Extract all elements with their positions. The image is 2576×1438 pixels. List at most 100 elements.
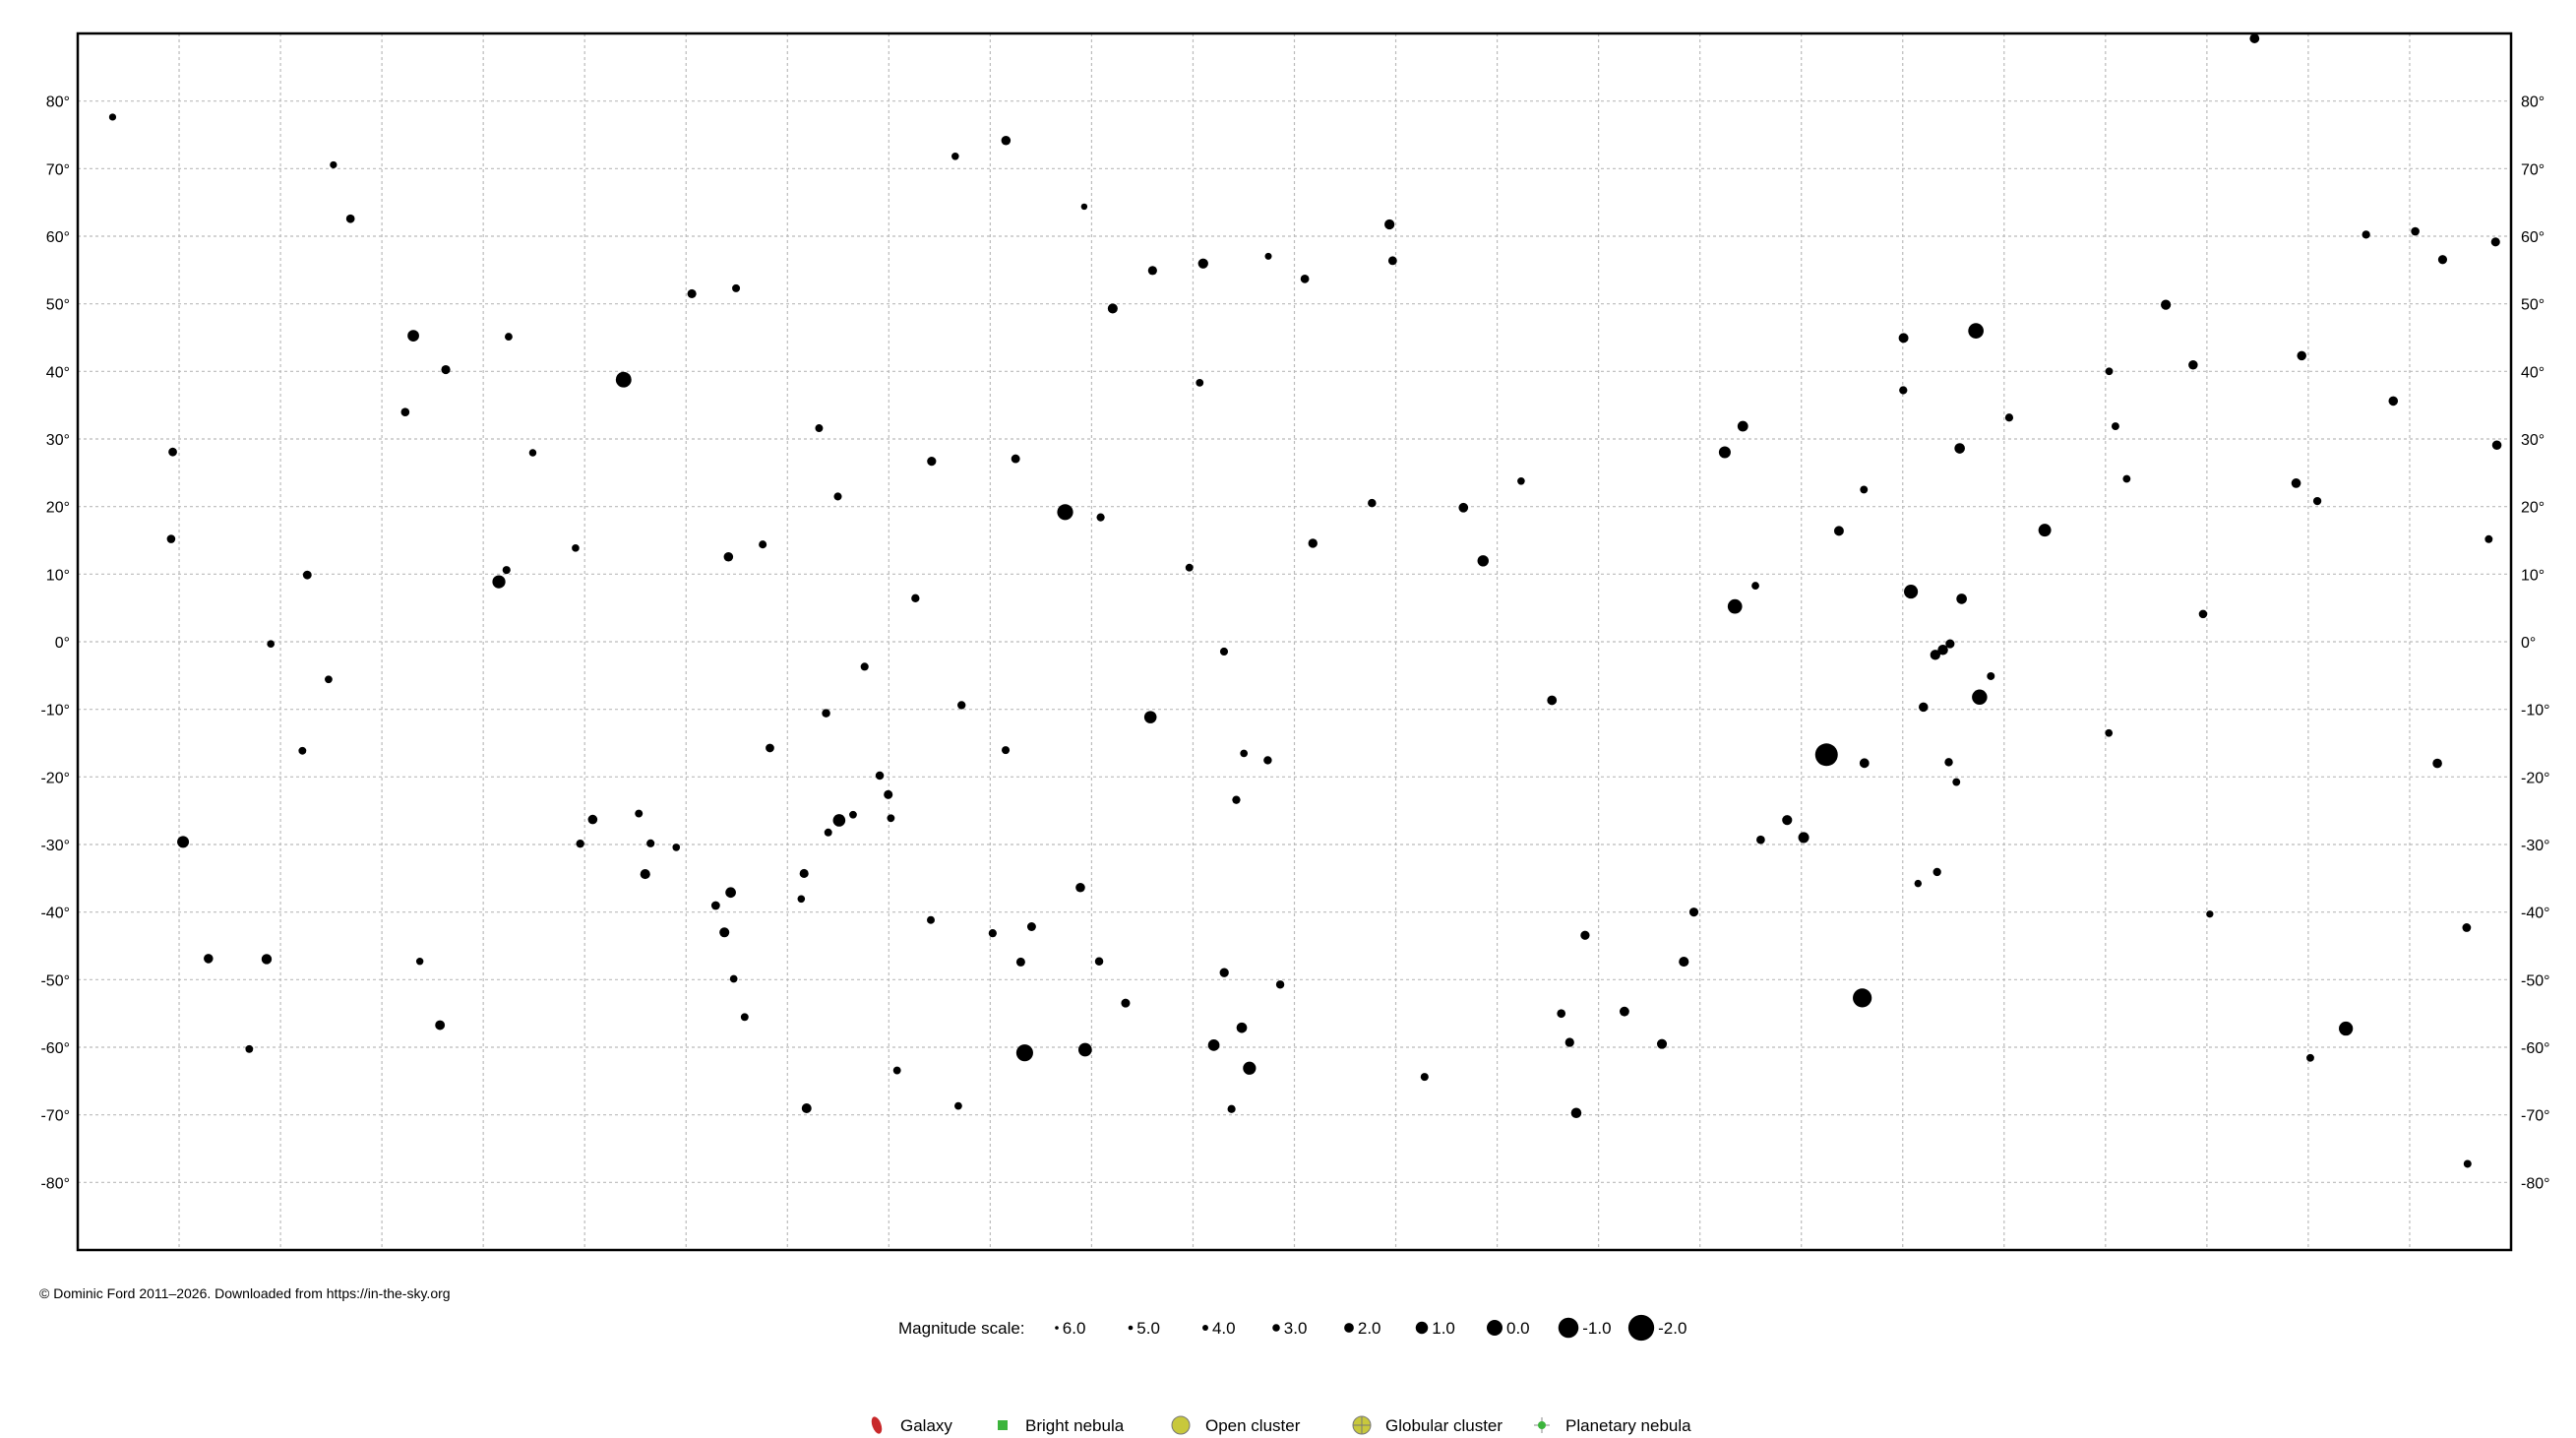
magnitude-sample-dot: [1055, 1326, 1059, 1330]
star-marker: [1937, 644, 1948, 656]
star-marker: [729, 974, 738, 983]
dec-tick-label-right: 80°: [2521, 94, 2545, 111]
star-marker: [1954, 443, 1965, 454]
dec-tick-label-right: 70°: [2521, 161, 2545, 178]
star-marker: [2122, 474, 2131, 483]
dec-tick-label-left: -10°: [40, 703, 70, 719]
star-marker: [2105, 728, 2114, 737]
dec-tick-label-left: -30°: [40, 838, 70, 854]
star-marker: [1196, 378, 1204, 387]
star-marker: [1945, 639, 1955, 649]
star-marker: [1987, 671, 1995, 680]
star-marker: [245, 1044, 254, 1053]
dec-tick-label-left: -50°: [40, 972, 70, 989]
magnitude-sample-label: 0.0: [1506, 1319, 1530, 1338]
star-marker: [1300, 274, 1310, 283]
magnitude-sample-dot: [1627, 1314, 1655, 1342]
magnitude-sample-label: 5.0: [1136, 1319, 1160, 1338]
object-legend-label: Galaxy: [900, 1416, 952, 1435]
star-marker: [2490, 237, 2500, 247]
star-marker: [298, 746, 307, 755]
magnitude-sample-dot: [1128, 1325, 1134, 1331]
magnitude-sample-dot: [1344, 1323, 1354, 1333]
dec-tick-label-right: -50°: [2521, 972, 2550, 989]
star-marker: [1517, 476, 1525, 485]
open-cluster-icon: [1171, 1415, 1191, 1435]
star-marker: [1968, 323, 1984, 339]
dec-tick-label-left: -40°: [40, 906, 70, 922]
dec-tick-label-left: 40°: [46, 364, 70, 381]
star-marker: [2249, 33, 2260, 43]
star-marker: [723, 551, 734, 562]
star-marker: [1580, 930, 1590, 940]
star-marker: [2312, 496, 2322, 506]
dec-tick-label-right: 20°: [2521, 500, 2545, 517]
object-type-legend: Galaxy Bright nebula Open cluster Globular …: [871, 1415, 1691, 1435]
star-marker: [687, 288, 697, 299]
star-marker: [108, 113, 117, 121]
star-marker: [892, 1066, 901, 1075]
magnitude-sample-dot: [1415, 1321, 1429, 1335]
star-marker: [640, 869, 650, 880]
star-marker: [1972, 689, 1988, 706]
star-marker: [1859, 758, 1870, 769]
star-marker: [2437, 255, 2448, 265]
star-marker: [1011, 454, 1020, 464]
star-marker: [1756, 835, 1765, 844]
star-marker: [1185, 563, 1194, 572]
star-marker: [832, 814, 846, 827]
dec-tick-label-left: 30°: [46, 432, 70, 449]
dec-tick-label-right: 10°: [2521, 567, 2545, 584]
star-marker: [2462, 923, 2472, 932]
magnitude-sample-label: -1.0: [1582, 1319, 1611, 1338]
star-marker: [1096, 513, 1105, 522]
star-marker: [166, 534, 176, 543]
star-marker: [725, 887, 736, 899]
star-marker: [2432, 758, 2442, 769]
dec-tick-label-right: -40°: [2521, 906, 2550, 922]
star-marker: [615, 371, 632, 388]
star-marker: [988, 929, 997, 938]
star-marker: [302, 570, 312, 580]
star-marker: [502, 566, 511, 575]
star-marker: [2361, 230, 2370, 239]
copyright-notice: © Dominic Ford 2011–2026. Downloaded fro…: [39, 1285, 451, 1301]
dec-tick-label-left: 20°: [46, 500, 70, 517]
star-marker: [1420, 1073, 1429, 1082]
object-legend-label: Planetary nebula: [1565, 1416, 1691, 1435]
dec-tick-label-right: 40°: [2521, 364, 2545, 381]
star-marker: [177, 836, 190, 848]
star-marker: [1798, 832, 1809, 844]
star-marker: [1656, 1038, 1668, 1049]
star-marker: [1727, 598, 1743, 614]
star-marker: [646, 839, 655, 847]
star-marker: [2206, 910, 2214, 918]
star-marker: [672, 844, 681, 851]
dec-tick-label-right: -20°: [2521, 770, 2550, 786]
plot-frame: [76, 31, 2513, 1252]
star-marker: [1197, 258, 1208, 269]
star-marker: [2388, 396, 2399, 406]
star-marker: [2161, 299, 2172, 310]
star-marker: [1001, 746, 1011, 755]
star-marker: [2105, 367, 2114, 376]
magnitude-sample-label: 4.0: [1212, 1319, 1236, 1338]
star-marker: [1121, 998, 1131, 1008]
star-marker: [1688, 907, 1699, 917]
star-marker: [1833, 526, 1844, 536]
star-marker: [1898, 333, 1909, 344]
star-marker: [1077, 1042, 1092, 1057]
star-marker: [719, 927, 730, 938]
star-marker: [267, 640, 276, 649]
star-marker: [1227, 1104, 1236, 1113]
star-marker: [954, 1101, 962, 1110]
star-marker: [824, 828, 832, 837]
star-marker: [1564, 1037, 1574, 1047]
magnitude-sample-dot: [1558, 1317, 1579, 1339]
star-marker: [2463, 1159, 2472, 1168]
star-marker: [1219, 647, 1229, 656]
star-marker: [2004, 413, 2014, 422]
grid-lines: [78, 33, 2511, 1250]
star-marker: [2111, 422, 2119, 431]
